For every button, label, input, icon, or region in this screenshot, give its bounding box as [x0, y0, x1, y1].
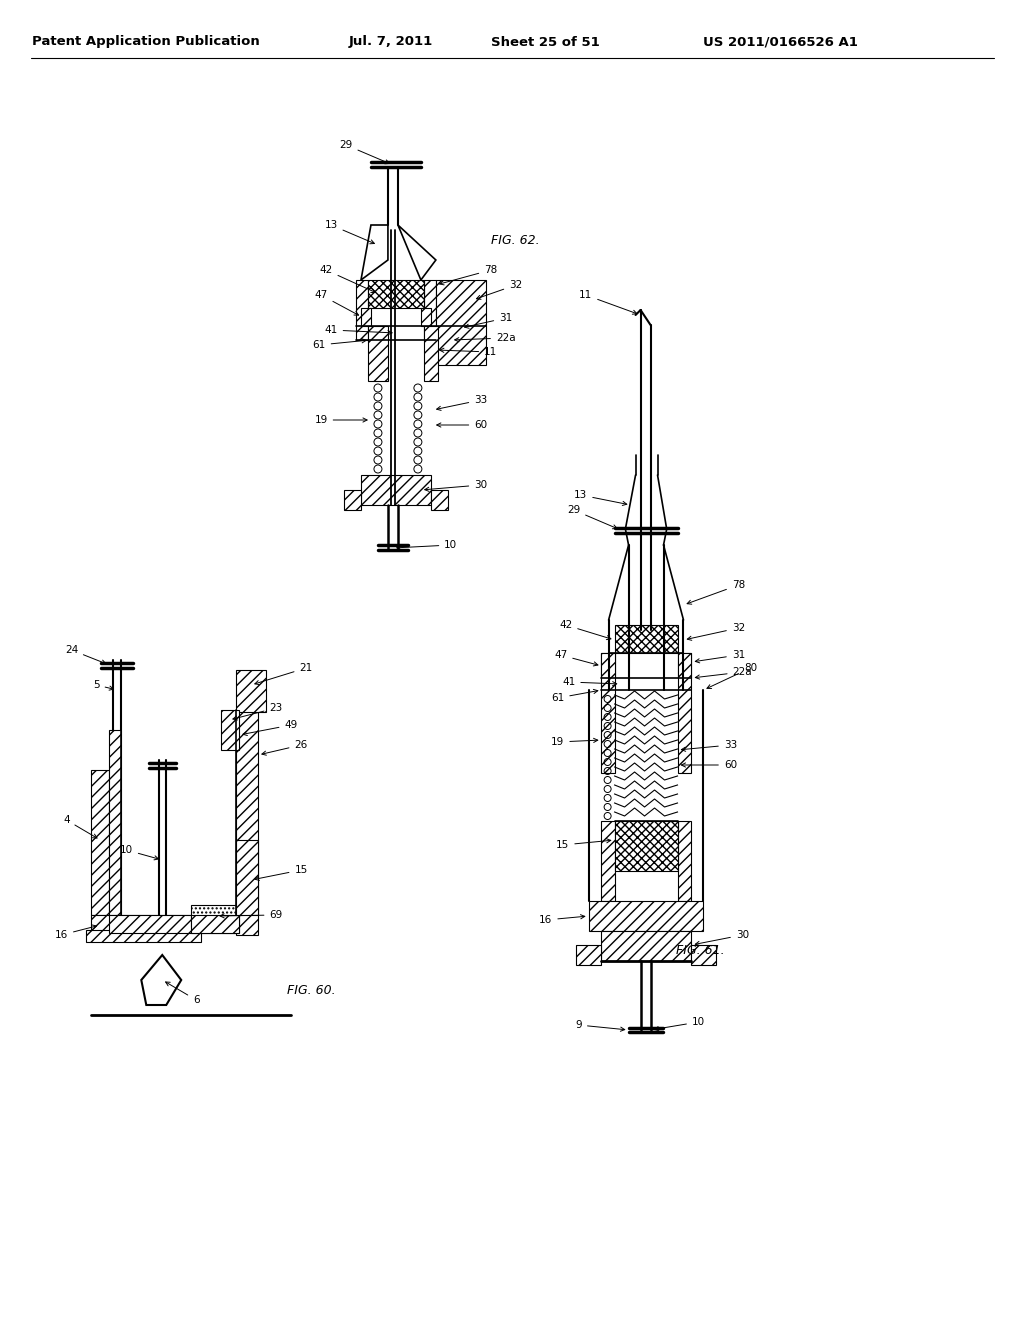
Text: 41: 41 — [562, 677, 616, 686]
Text: 11: 11 — [439, 347, 498, 356]
Text: 24: 24 — [65, 645, 105, 664]
Text: 10: 10 — [120, 845, 159, 859]
Text: Jul. 7, 2011: Jul. 7, 2011 — [349, 36, 433, 49]
Text: 47: 47 — [554, 649, 598, 665]
Bar — [368, 326, 388, 381]
Bar — [368, 280, 424, 308]
Bar — [678, 653, 691, 774]
Bar — [110, 915, 240, 933]
Bar — [436, 280, 485, 366]
Text: 80: 80 — [707, 663, 757, 689]
Text: 22a: 22a — [695, 667, 753, 678]
Text: 30: 30 — [695, 931, 749, 945]
Bar — [86, 931, 201, 942]
Text: 41: 41 — [325, 325, 392, 335]
Text: 61: 61 — [312, 339, 367, 350]
Text: 19: 19 — [314, 414, 367, 425]
Bar — [691, 945, 717, 965]
Bar — [91, 770, 110, 915]
Text: 60: 60 — [681, 760, 737, 770]
Text: 33: 33 — [436, 395, 487, 411]
Bar — [361, 475, 431, 506]
Text: 26: 26 — [262, 741, 307, 755]
Text: 6: 6 — [166, 982, 200, 1005]
Bar — [601, 653, 614, 774]
Text: 42: 42 — [559, 620, 611, 640]
Bar — [191, 906, 237, 927]
Bar — [614, 821, 678, 871]
Text: 15: 15 — [556, 838, 610, 850]
Text: 33: 33 — [681, 741, 737, 751]
Polygon shape — [398, 224, 436, 280]
Text: 11: 11 — [579, 290, 637, 314]
Text: FIG. 60.: FIG. 60. — [287, 983, 335, 997]
Text: 32: 32 — [687, 623, 745, 640]
Text: 5: 5 — [93, 680, 114, 690]
Polygon shape — [361, 224, 388, 280]
Text: 13: 13 — [574, 490, 627, 506]
Bar — [421, 308, 431, 326]
Bar — [614, 624, 678, 653]
Bar — [237, 671, 266, 711]
Text: FIG. 61.: FIG. 61. — [676, 944, 725, 957]
Text: 29: 29 — [567, 506, 617, 529]
Bar — [601, 931, 691, 961]
Text: 31: 31 — [465, 313, 512, 329]
Text: 31: 31 — [695, 649, 745, 663]
Text: 13: 13 — [325, 220, 375, 244]
Text: 9: 9 — [575, 1020, 625, 1031]
Text: 69: 69 — [220, 909, 283, 920]
Text: 78: 78 — [439, 265, 498, 285]
Bar — [678, 653, 691, 678]
Bar — [110, 730, 121, 915]
Bar — [601, 653, 614, 678]
Bar — [424, 280, 436, 341]
Bar — [678, 821, 691, 902]
Text: 21: 21 — [255, 663, 312, 685]
Text: 16: 16 — [55, 925, 96, 940]
Bar — [356, 280, 368, 341]
Bar — [575, 945, 601, 965]
Bar — [589, 902, 703, 931]
Bar — [344, 490, 361, 510]
Text: 22a: 22a — [455, 333, 515, 343]
Text: 23: 23 — [232, 704, 283, 719]
Bar — [237, 710, 258, 935]
Bar — [91, 915, 191, 937]
Text: 49: 49 — [243, 719, 298, 735]
Text: 10: 10 — [654, 1016, 706, 1031]
Bar — [191, 915, 240, 933]
Text: 29: 29 — [339, 140, 389, 164]
Text: US 2011/0166526 A1: US 2011/0166526 A1 — [702, 36, 858, 49]
Bar — [601, 821, 614, 902]
Text: 32: 32 — [476, 280, 522, 300]
Bar — [424, 326, 438, 381]
Text: 30: 30 — [425, 480, 487, 491]
Bar — [237, 840, 258, 915]
Text: 16: 16 — [539, 915, 585, 925]
Bar — [361, 308, 371, 326]
Text: 15: 15 — [255, 865, 307, 880]
Text: 61: 61 — [551, 689, 598, 704]
Text: 47: 47 — [314, 290, 358, 315]
Text: 42: 42 — [319, 265, 376, 293]
Text: 60: 60 — [436, 420, 487, 430]
Text: 4: 4 — [63, 814, 97, 838]
Text: 10: 10 — [396, 540, 458, 550]
Bar — [221, 710, 240, 750]
Text: 19: 19 — [551, 737, 598, 747]
Text: FIG. 62.: FIG. 62. — [492, 234, 540, 247]
Text: Sheet 25 of 51: Sheet 25 of 51 — [492, 36, 600, 49]
Text: Patent Application Publication: Patent Application Publication — [33, 36, 260, 49]
Bar — [431, 490, 447, 510]
Polygon shape — [141, 954, 181, 1005]
Text: 78: 78 — [687, 579, 745, 605]
